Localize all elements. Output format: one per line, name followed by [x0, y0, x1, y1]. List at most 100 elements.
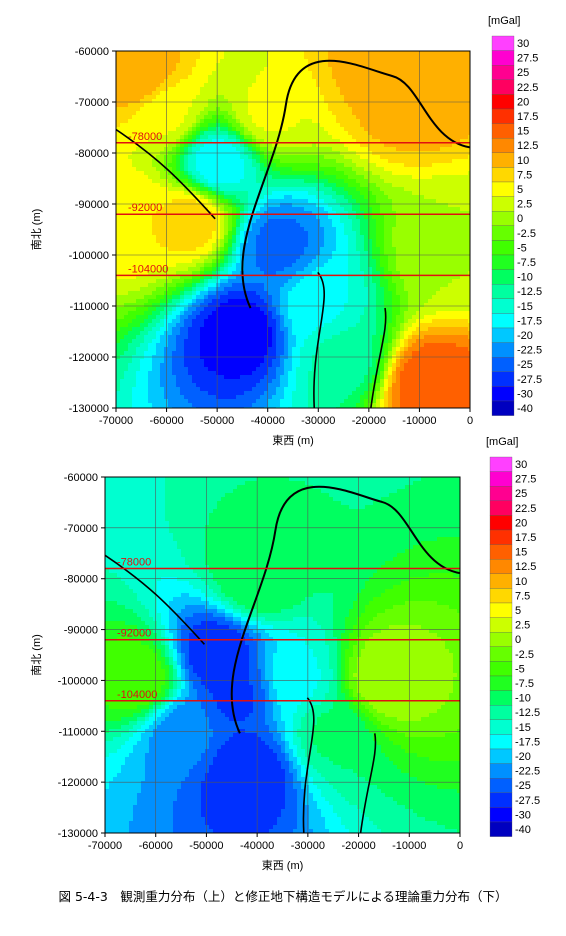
colorbar-level-label: -22.5: [517, 345, 542, 357]
colorbar-swatch: [491, 284, 515, 299]
colorbar-level-label: 25: [517, 67, 529, 79]
colorbar-unit: [mGal]: [486, 436, 518, 448]
plot-frame: [115, 50, 471, 409]
y-tick-label: -100000: [58, 675, 98, 687]
y-axis-label: 南北 (m): [30, 634, 43, 676]
colorbar-level-label: -27.5: [517, 374, 542, 386]
gravity-maps: -78000-92000-104000-70000 -60000 -50000 -40…: [30, 15, 542, 872]
colorbar-level-label: -15: [515, 722, 531, 734]
colorbar-swatch: [491, 181, 515, 197]
y-tick-label: -120000: [69, 352, 109, 364]
x-tick-label: -60000: [139, 840, 173, 852]
colorbar-swatch: [489, 544, 513, 560]
colorbar-swatch: [491, 65, 515, 80]
colorbar-level-label: -17.5: [517, 315, 542, 327]
colorbar-level-label: -2.5: [517, 228, 536, 240]
colorbar-swatch: [489, 748, 513, 764]
coastline-west: [116, 128, 216, 220]
colorbar-swatch: [491, 400, 515, 416]
colorbar-swatch: [491, 167, 515, 183]
colorbar-swatch: [489, 661, 513, 677]
theoretical-gravity-panel: -78000 -92000 -104000 -70000 -60000 -50000 -40…: [30, 472, 463, 872]
colorbar: [mGal] 30 27.5 25 22.5 20 17.5 15 12.5 10 7.5 5 2.5 0…: [488, 15, 542, 416]
colorbar-level-label: 17.5: [515, 532, 536, 544]
colorbar-unit: [mGal]: [488, 15, 520, 27]
colorbar-swatch: [491, 371, 515, 387]
colorbar-swatch: [489, 734, 513, 750]
y-tick-label: -90000: [75, 199, 109, 211]
colorbar-level-label: 15: [517, 126, 529, 138]
y-tick-label: -60000: [75, 46, 109, 58]
colorbar-level-label: 20: [517, 96, 529, 108]
x-tick-label: -70000: [88, 840, 122, 852]
colorbar-swatch: [491, 225, 515, 241]
colorbar-swatch: [491, 357, 515, 372]
colorbar-level-label: -5: [515, 663, 525, 675]
colorbar-swatch: [491, 79, 515, 95]
colorbar-level-label: 2.5: [515, 620, 530, 632]
colorbar-swatch: [489, 559, 513, 574]
y-tick-label: -80000: [75, 148, 109, 160]
colorbar-swatch: [491, 152, 515, 168]
colorbar-swatch: [491, 108, 515, 124]
colorbar-level-label: -40: [515, 824, 531, 836]
colorbar-swatch: [491, 298, 515, 314]
x-tick-label: -50000: [189, 840, 223, 852]
coastline: [230, 485, 460, 734]
gravity-field: [116, 51, 470, 408]
observed-gravity-panel: -78000 -92000 -104000 -70000 -60000 -50000 -40…: [30, 46, 473, 447]
y-tick-label: -130000: [58, 828, 98, 840]
colorbar-level-label: -30: [515, 809, 531, 821]
x-tick-label: -40000: [240, 840, 274, 852]
colorbar-swatch: [489, 471, 513, 487]
colorbar-level-label: -25: [517, 359, 533, 371]
coastline: [241, 59, 470, 309]
colorbar-level-label: -27.5: [515, 795, 540, 807]
colorbar-level-label: -20: [517, 330, 533, 342]
y-tick-label: -70000: [64, 523, 98, 535]
colorbar-level-label: 0: [515, 634, 521, 646]
colorbar-swatch: [489, 675, 513, 691]
colorbar-swatch: [491, 94, 515, 110]
colorbar-swatch: [491, 386, 515, 402]
x-tick-label: -60000: [149, 415, 183, 427]
colorbar-level-label: 5: [517, 184, 523, 196]
colorbar-level-label: 15: [515, 547, 527, 559]
colorbar-swatch: [491, 35, 515, 51]
colorbar-level-label: 17.5: [517, 111, 538, 123]
x-tick-label: -70000: [99, 415, 133, 427]
y-tick-label: -110000: [58, 726, 98, 738]
colorbar-level-label: 7.5: [517, 169, 532, 181]
x-tick-label: 0: [457, 840, 463, 852]
colorbar-swatch: [489, 763, 513, 779]
colorbar: [mGal] 30 27.5 25 22.5 20 17.5 15 12.5 10 7.5 5 2.5 0…: [486, 436, 540, 837]
colorbar-swatch: [491, 196, 515, 212]
colorbar-swatch: [489, 588, 513, 604]
colorbar-swatch: [489, 456, 513, 472]
colorbar-swatch: [491, 342, 515, 358]
colorbar-swatch: [491, 269, 515, 285]
colorbar-swatch: [491, 313, 515, 329]
colorbar-swatch: [489, 602, 513, 618]
y-axis-label: 南北 (m): [30, 209, 43, 251]
colorbar-level-label: 27.5: [515, 474, 536, 486]
colorbar-swatch: [491, 50, 515, 66]
colorbar-level-label: -17.5: [515, 736, 540, 748]
colorbar-level-label: 25: [515, 488, 527, 500]
colorbar-level-label: 12.5: [517, 140, 538, 152]
colorbar-swatch: [489, 690, 513, 706]
colorbar-level-label: -40: [517, 403, 533, 415]
colorbar-swatch: [491, 138, 515, 153]
colorbar-swatch: [489, 821, 513, 837]
profile-line-label: -104000: [117, 689, 157, 701]
colorbar-level-label: 12.5: [515, 561, 536, 573]
x-tick-label: -10000: [392, 840, 426, 852]
colorbar-swatch: [491, 123, 515, 139]
x-axis-label: 東西 (m): [272, 434, 314, 447]
colorbar-swatch: [489, 500, 513, 516]
x-tick-label: -20000: [341, 840, 375, 852]
y-tick-label: -70000: [75, 97, 109, 109]
x-tick-label: -10000: [402, 415, 436, 427]
profile-line-label: -104000: [128, 263, 168, 275]
colorbar-level-label: -12.5: [517, 286, 542, 298]
